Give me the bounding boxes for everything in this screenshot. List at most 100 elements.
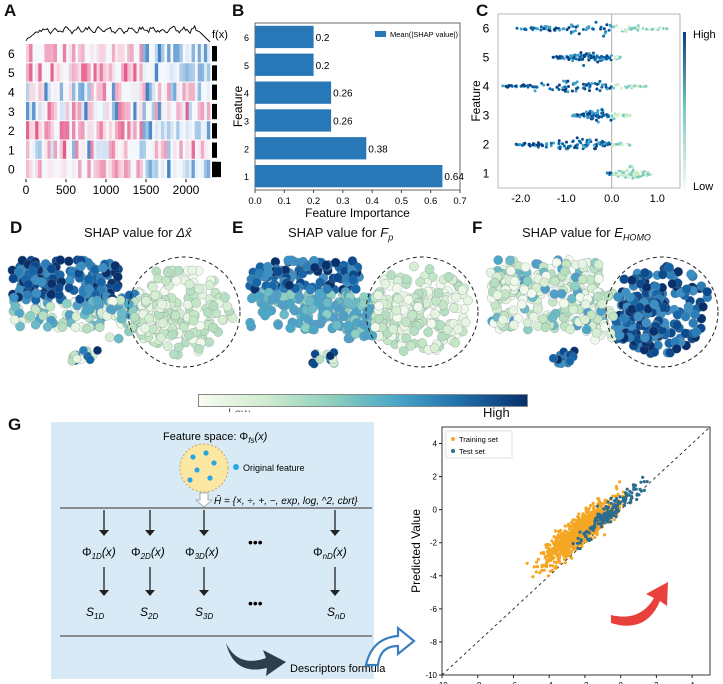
phi-nd: ΦnD(x) [313,545,347,561]
heatmap-cell [173,159,177,179]
heatmap-cell [157,140,162,159]
map-point [437,331,447,342]
x-tick-label: 1.0 [650,193,665,205]
shap-point [534,27,538,30]
map-point [393,293,403,304]
map-point [22,290,33,300]
heatmap-cell [102,82,107,101]
map-point [15,321,25,332]
operator-set: Ĥ = {×, ÷, +, −, exp, log, ^2, cbrt} [214,494,358,507]
training-point [558,555,562,559]
shap-point [644,84,648,88]
legend-box [445,430,513,459]
feature-dot [190,454,196,460]
arrowhead [199,530,209,536]
shap-point [638,171,642,175]
shap-point [605,23,609,27]
map-point [308,324,319,335]
y-tick-label: -4 [430,572,438,581]
test-point [641,475,645,479]
test-point [609,501,613,505]
heatmap-cell [121,101,125,121]
map-point [388,324,398,334]
heatmap-cell [167,63,171,82]
heatmap-cell [170,121,174,140]
training-point [554,552,558,556]
heatmap-cell [188,44,192,63]
shap-point [612,86,616,90]
map-point [184,330,194,340]
heatmap-cell [32,101,36,121]
heatmap-cell [90,82,94,101]
panel-a-heatmap: f(x) 6 5 4 3 2 1 0 0 500 1000 1500 2000 [8,24,228,197]
heatmap-cell [157,44,162,63]
panel-label-f: F [472,218,483,237]
shap-point [568,144,572,148]
bar-feature-1 [255,165,443,188]
shap-point [600,85,604,89]
shap-point [555,55,559,59]
shap-point [631,85,635,89]
map-point [508,305,519,316]
training-point [535,560,539,564]
map-point [110,261,120,271]
heatmap-cell [185,159,189,179]
test-point [622,503,627,507]
heatmap-cell [53,82,57,101]
shap-point [535,143,539,147]
shap-point [501,84,505,88]
map-point [93,346,102,355]
map-point [170,310,181,321]
shap-point [587,25,591,29]
x-tick-label: 0.1 [278,196,291,207]
heatmap-cell [105,159,110,179]
map-point [64,256,74,266]
shap-point [552,28,556,31]
map-point [294,292,305,302]
x-tick-label: 0.7 [453,196,466,207]
heatmap-cell [145,159,149,179]
shap-point [649,171,653,174]
map-point [54,283,64,293]
map-point [657,269,668,280]
y-axis-label: Feature [231,85,245,127]
heatmap-cell [167,82,171,101]
y-axis-label: Feature [470,80,483,122]
map-point [435,320,446,330]
test-point [604,504,608,509]
map-point [290,305,300,316]
shap-point [617,142,621,146]
y-tick-label: -8 [430,638,438,647]
heatmap-cell [197,82,202,101]
training-point [545,550,549,554]
map-point [71,311,82,322]
map-point [42,322,53,332]
shap-point [565,140,568,144]
heatmap-cell [130,44,134,63]
heatmap-cell [78,101,82,121]
heatmap-side-bar [212,123,217,139]
test-point [578,541,582,545]
map-point [586,310,597,320]
plot-frame [254,22,461,191]
heatmap-cell [133,101,137,121]
shap-point [539,28,543,32]
heatmap-side-bar [212,46,217,62]
colorbar-high-label: High [483,405,510,420]
heatmap-cell [84,101,88,121]
heatmap-cell [81,44,85,63]
arrowhead [330,590,340,596]
x-tick-label: -1.0 [557,193,576,205]
heatmap-cell [99,140,103,159]
training-point [603,500,607,504]
map-point [681,284,692,294]
shap-point [547,28,551,32]
heatmap-cell [44,82,48,101]
shap-point [600,139,604,143]
shap-point [575,53,579,57]
map-point [31,288,42,298]
heatmap-cell [139,101,143,121]
heatmap-cell [59,82,64,101]
training-point [550,550,554,554]
heatmap-cell [114,140,119,159]
